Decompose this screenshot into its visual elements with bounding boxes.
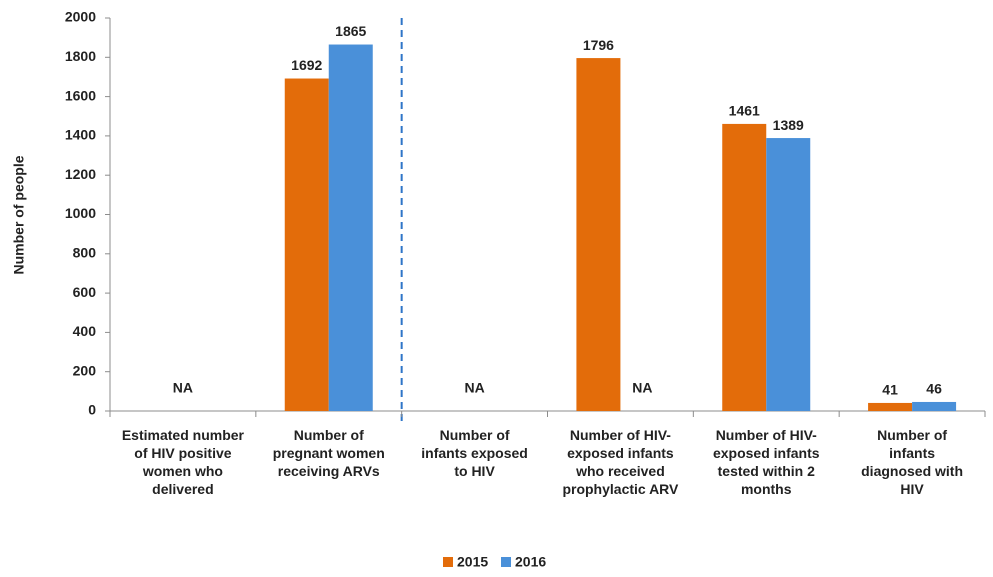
bar <box>912 401 957 411</box>
bar <box>328 44 373 412</box>
data-label: 1461 <box>729 103 760 119</box>
data-label: 46 <box>926 381 942 397</box>
bar <box>284 78 329 411</box>
y-tick-label: 1000 <box>65 205 96 221</box>
y-tick-label: 200 <box>73 362 97 378</box>
y-tick-label: 1800 <box>65 48 96 64</box>
y-tick-label: 1400 <box>65 127 96 143</box>
y-axis-label: Number of people <box>11 155 27 274</box>
legend-label: 2015 <box>457 554 488 570</box>
legend-swatch <box>443 557 453 567</box>
y-tick-label: 2000 <box>65 9 96 25</box>
x-tick-label: Estimated number of HIV positive women who… <box>122 427 245 497</box>
data-label: 1796 <box>583 37 614 53</box>
bar <box>576 58 621 411</box>
data-label: NA <box>632 380 652 396</box>
bar <box>766 138 811 411</box>
y-tick-label: 600 <box>73 284 97 300</box>
x-tick-label: Number of infants diagnosed with HIV <box>861 427 963 497</box>
data-label: NA <box>173 380 193 396</box>
data-label: 41 <box>882 382 898 398</box>
data-label: 1692 <box>291 57 322 73</box>
y-tick-label: 1600 <box>65 87 96 103</box>
x-tick-label: Number of HIV-exposed infants who receive… <box>562 427 679 497</box>
x-tick-label: Number of pregnant women receiving ARVs <box>273 427 385 479</box>
data-label: 1865 <box>335 23 366 39</box>
x-tick-label: Number of infants exposed to HIV <box>421 427 528 479</box>
legend-label: 2016 <box>515 554 546 570</box>
data-label: 1389 <box>773 117 804 133</box>
y-tick-label: 800 <box>73 245 97 261</box>
data-label: NA <box>464 380 484 396</box>
legend-swatch <box>501 557 511 567</box>
y-tick-label: 400 <box>73 323 97 339</box>
y-tick-label: 0 <box>88 402 96 418</box>
bar <box>722 123 767 411</box>
bar <box>868 402 913 411</box>
y-tick-label: 1200 <box>65 166 96 182</box>
x-tick-label: Number of HIV-exposed infants tested with… <box>713 427 820 497</box>
